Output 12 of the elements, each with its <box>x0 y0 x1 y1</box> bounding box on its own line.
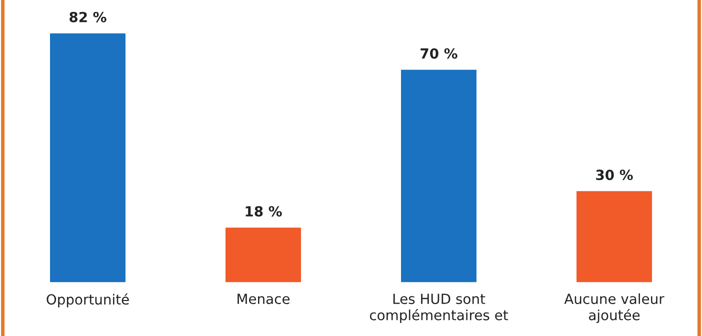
bar <box>576 191 652 282</box>
x-tick-label: Menace <box>238 294 290 304</box>
data-label: 30 % <box>596 170 633 180</box>
bar <box>226 228 301 282</box>
data-label: 82 % <box>70 12 106 22</box>
x-tick-label: Aucune valeur ajoutée <box>564 293 664 324</box>
x-tick-label: Les HUD sont complémentaires et <box>370 294 508 324</box>
x-tick-label: Opportunité <box>46 293 129 308</box>
bar <box>401 70 476 282</box>
bar <box>50 33 126 282</box>
data-label: 18 % <box>246 206 282 217</box>
data-label: 70 % <box>420 48 458 59</box>
